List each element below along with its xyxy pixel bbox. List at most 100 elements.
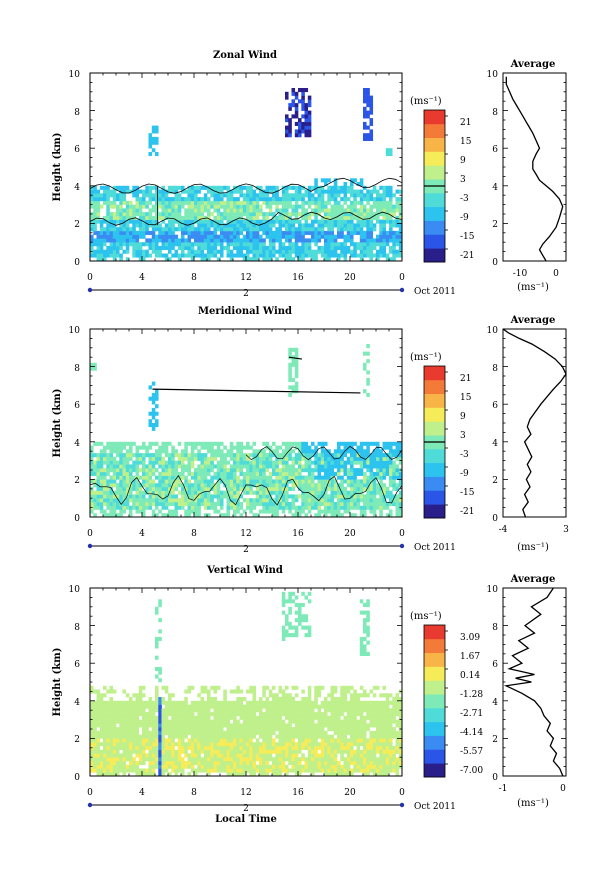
meridional-cell — [320, 449, 325, 454]
zonal-cbar-tick-2: 9 — [460, 156, 466, 166]
vertical-cell — [164, 689, 169, 694]
zonal-cell — [151, 215, 156, 220]
vertical-cell — [181, 715, 185, 720]
zonal-cell — [324, 223, 328, 228]
zonal-cell — [385, 242, 390, 247]
vertical-cell — [135, 745, 140, 750]
meridional-cell — [226, 505, 231, 510]
zonal-cell — [372, 212, 377, 217]
vertical-cell — [125, 723, 130, 728]
zonal-cell — [132, 189, 136, 194]
meridional-cell — [281, 502, 286, 507]
vertical-cell — [151, 708, 156, 713]
zonal-ytick-1: 2 — [74, 220, 80, 230]
meridional-cell — [138, 490, 143, 495]
vertical-cell — [181, 761, 185, 766]
meridional-cell — [366, 494, 370, 499]
zonal-cell — [233, 200, 237, 205]
meridional-cell — [181, 505, 185, 510]
zonal-cell — [363, 215, 367, 220]
meridional-cell — [96, 441, 101, 446]
zonal-cell — [298, 246, 302, 251]
zonal-cell — [158, 215, 162, 220]
zonal-cell — [340, 208, 344, 213]
vertical-cell — [148, 761, 153, 766]
zonal-cell — [249, 249, 253, 254]
zonal-cell — [259, 204, 263, 209]
zonal-cell — [320, 185, 325, 190]
zonal-cell — [333, 238, 338, 243]
meridional-cell — [395, 445, 400, 450]
vertical-cell — [109, 745, 114, 750]
meridional-cell — [288, 509, 292, 514]
zonal-cell — [246, 212, 250, 217]
zonal-cell — [220, 204, 224, 209]
vertical-cell — [259, 697, 263, 702]
zonal-cell — [119, 219, 123, 224]
zonal-cell — [223, 208, 227, 213]
meridional-cell — [171, 486, 175, 491]
vertical-cell — [164, 712, 169, 717]
zonal-cell — [233, 227, 237, 232]
meridional-cell — [363, 449, 367, 454]
meridional-cell — [246, 464, 250, 469]
vertical-cell — [216, 727, 221, 732]
meridional-cell — [268, 509, 273, 514]
meridional-cell — [246, 456, 250, 461]
vertical-cell — [171, 693, 175, 698]
meridional-cell — [112, 505, 117, 510]
zonal-cell — [229, 227, 234, 232]
vertical-cell — [148, 742, 153, 747]
vertical-cell — [249, 708, 253, 713]
meridional-cell — [207, 479, 211, 484]
zonal-cell — [272, 238, 276, 243]
vertical-cell — [148, 734, 153, 739]
meridional-cell — [99, 468, 104, 473]
zonal-cell — [301, 234, 305, 239]
meridional-cell — [369, 468, 374, 473]
vertical-cell — [242, 708, 247, 713]
vertical-cell — [155, 667, 159, 672]
meridional-cell — [106, 513, 110, 518]
vertical-cell — [207, 700, 211, 705]
zonal-cell — [324, 238, 328, 243]
meridional-cbar-tick-6: -15 — [460, 488, 475, 498]
vertical-cell — [142, 768, 146, 773]
meridional-cell — [343, 479, 348, 484]
zonal-cell — [216, 197, 221, 202]
vertical-cell — [116, 738, 120, 743]
meridional-cell — [99, 505, 104, 510]
meridional-cell — [132, 453, 136, 458]
zonal-cell — [366, 114, 370, 119]
meridional-cell — [190, 494, 195, 499]
zonal-cell — [96, 189, 101, 194]
vertical-cell — [252, 761, 257, 766]
meridional-cell — [210, 479, 214, 484]
zonal-cell — [389, 257, 393, 262]
zonal-cell — [298, 230, 302, 235]
zonal-cell — [161, 234, 166, 239]
zonal-cell — [119, 242, 123, 247]
meridional-cell — [301, 498, 305, 503]
vertical-cell — [252, 727, 257, 732]
meridional-cell — [311, 505, 315, 510]
meridional-cell — [164, 471, 169, 476]
zonal-cell — [122, 242, 127, 247]
vertical-cell — [158, 761, 162, 766]
zonal-cell — [301, 246, 305, 251]
zonal-cell — [239, 193, 244, 198]
meridional-cell — [138, 505, 143, 510]
meridional-cell — [216, 494, 221, 499]
zonal-cell — [168, 257, 172, 262]
meridional-cell — [294, 460, 299, 465]
vertical-cell — [103, 764, 107, 769]
zonal-cell — [392, 204, 396, 209]
vertical-cell — [259, 730, 263, 735]
meridional-cell — [216, 490, 221, 495]
zonal-title: Zonal Wind — [213, 50, 277, 61]
meridional-cell — [369, 486, 374, 491]
zonal-cell — [148, 215, 153, 220]
meridional-cell — [398, 490, 403, 495]
zonal-cell — [288, 227, 292, 232]
zonal-cell — [129, 208, 133, 213]
